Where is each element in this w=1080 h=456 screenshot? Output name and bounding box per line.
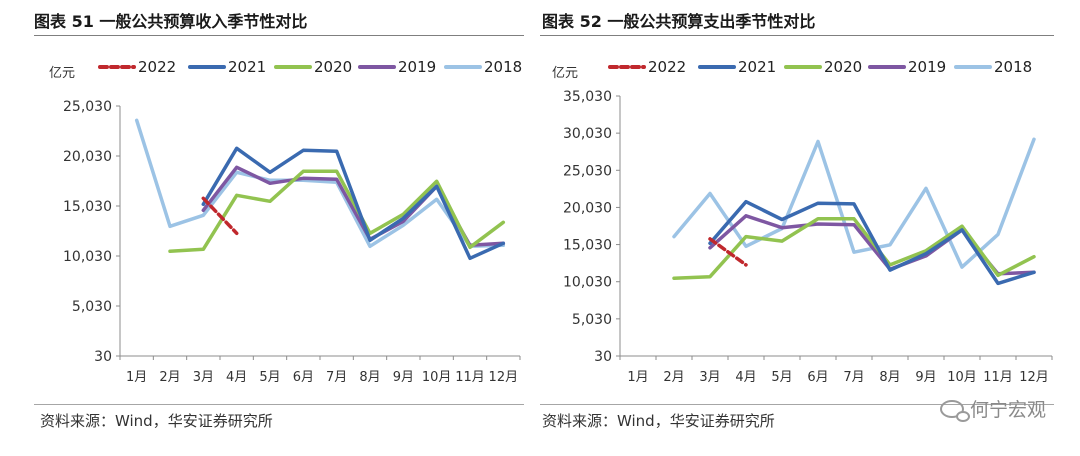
watermark-text: 何宁宏观 xyxy=(969,399,1046,421)
legend-label-2018: 2018 xyxy=(994,58,1032,76)
x-tick-label: 4月 xyxy=(735,370,756,385)
legend-label-2021: 2021 xyxy=(228,58,266,76)
x-tick-label: 11月 xyxy=(455,370,485,385)
y-axis-unit-label: 亿元 xyxy=(49,66,75,81)
title-rule xyxy=(540,35,1054,36)
wechat-icon xyxy=(939,399,970,422)
y-tick-label: 25,030 xyxy=(563,163,612,179)
series-line-2020 xyxy=(672,217,1036,280)
legend-label-2022: 2022 xyxy=(138,58,176,76)
x-tick-label: 1月 xyxy=(126,370,147,385)
source-rule xyxy=(34,404,524,405)
y-tick-label: 5,030 xyxy=(72,299,112,315)
legend-label-2022: 2022 xyxy=(648,58,686,76)
y-tick-label: 5,030 xyxy=(572,312,612,328)
y-tick-label: 20,030 xyxy=(63,149,112,165)
legend-label-2018: 2018 xyxy=(484,58,522,76)
x-tick-label: 9月 xyxy=(393,370,414,385)
source-note: 资料来源：Wind，华安证券研究所 xyxy=(542,412,775,430)
y-tick-label: 10,030 xyxy=(563,275,612,291)
series-line-2020 xyxy=(168,169,506,254)
source-rule xyxy=(540,404,1054,405)
x-tick-label: 4月 xyxy=(226,370,247,385)
x-tick-label: 3月 xyxy=(193,370,214,385)
series-line-2018 xyxy=(134,118,506,249)
x-tick-label: 2月 xyxy=(663,370,684,385)
expenditure-line-chart: 亿元 30 5,030 10,030 15,030 20,030 25,030 30,030 3… xyxy=(552,58,1053,385)
series-line-2021 xyxy=(708,199,1036,286)
y-tick-label: 15,030 xyxy=(63,199,112,215)
x-tick-label: 6月 xyxy=(807,370,828,385)
source-note: 资料来源：Wind，华安证券研究所 xyxy=(40,412,273,430)
y-axis-unit-label: 亿元 xyxy=(552,66,578,81)
legend-label-2021: 2021 xyxy=(738,58,776,76)
x-tick-label: 9月 xyxy=(915,370,936,385)
legend-label-2019: 2019 xyxy=(398,58,436,76)
series-line-2021 xyxy=(201,146,506,261)
y-tick-label: 30,030 xyxy=(563,126,612,142)
x-tick-label: 2月 xyxy=(159,370,180,385)
watermark: 何宁宏观 xyxy=(939,395,1046,422)
y-tick-label: 10,030 xyxy=(63,249,112,265)
revenue-line-chart: 亿元 30 5,030 10,030 15,030 20,030 25,030 1月 2月 3月 4… xyxy=(49,58,522,385)
y-tick-label: 35,030 xyxy=(563,89,612,105)
legend-label-2020: 2020 xyxy=(824,58,862,76)
x-tick-label: 7月 xyxy=(843,370,864,385)
legend-label-2020: 2020 xyxy=(314,58,352,76)
legend-label-2019: 2019 xyxy=(908,58,946,76)
x-tick-label: 8月 xyxy=(879,370,900,385)
x-tick-label: 3月 xyxy=(699,370,720,385)
series-line-2022 xyxy=(201,196,239,236)
x-tick-label: 12月 xyxy=(489,370,519,385)
x-tick-label: 11月 xyxy=(983,370,1013,385)
y-tick-label: 30 xyxy=(94,349,112,365)
chart-panel-revenue: 图表 51 一般公共预算收入季节性对比 亿元 30 5,030 10,030 15,03… xyxy=(0,0,530,456)
y-tick-label: 25,030 xyxy=(63,99,112,115)
x-tick-label: 8月 xyxy=(359,370,380,385)
x-tick-label: 5月 xyxy=(771,370,792,385)
figure-title: 图表 51 一般公共预算收入季节性对比 xyxy=(34,12,308,31)
y-tick-label: 20,030 xyxy=(563,200,612,216)
y-tick-label: 30 xyxy=(594,349,612,365)
y-tick-label: 15,030 xyxy=(563,238,612,254)
x-tick-label: 10月 xyxy=(422,370,452,385)
x-tick-label: 6月 xyxy=(293,370,314,385)
chart-panel-expenditure: 图表 52 一般公共预算支出季节性对比 亿元 30 5,030 10,030 15,03… xyxy=(540,0,1080,456)
title-rule xyxy=(34,35,524,36)
x-tick-label: 5月 xyxy=(259,370,280,385)
x-tick-label: 1月 xyxy=(627,370,648,385)
x-tick-label: 10月 xyxy=(947,370,977,385)
x-tick-label: 12月 xyxy=(1019,370,1049,385)
series-line-2022 xyxy=(708,237,748,267)
x-tick-label: 7月 xyxy=(326,370,347,385)
figure-title: 图表 52 一般公共预算支出季节性对比 xyxy=(542,12,816,31)
